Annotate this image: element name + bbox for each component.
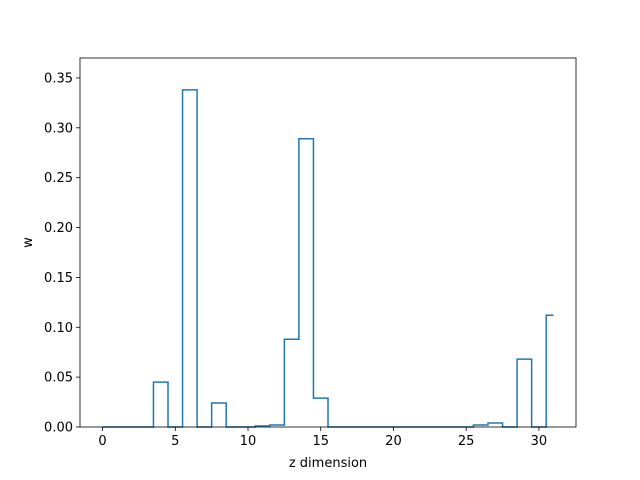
- x-tick-label: 0: [98, 434, 106, 449]
- y-tick-label: 0.10: [44, 321, 73, 336]
- x-tick-label: 5: [171, 434, 179, 449]
- y-tick-label: 0.30: [44, 121, 73, 136]
- y-tick-label: 0.20: [44, 221, 73, 236]
- x-axis-label: z dimension: [289, 456, 367, 471]
- y-tick-label: 0.15: [44, 271, 73, 286]
- y-tick-label: 0.00: [44, 421, 73, 436]
- x-tick-label: 30: [531, 434, 548, 449]
- y-tick-label: 0.35: [44, 71, 73, 86]
- y-axis-label: w: [21, 237, 36, 248]
- x-axis-ticks: 0 5 10 15 20 25 30: [98, 427, 547, 449]
- series-line: [102, 89, 554, 428]
- axes-frame: [79, 57, 577, 428]
- x-tick-label: 20: [385, 434, 402, 449]
- y-axis-ticks: 0.00 0.05 0.10 0.15 0.20 0.25 0.30 0.35: [44, 71, 80, 436]
- y-tick-label: 0.25: [44, 171, 73, 186]
- x-tick-label: 10: [240, 434, 257, 449]
- y-tick-label: 0.05: [44, 371, 73, 386]
- plot-area: [79, 57, 577, 428]
- x-tick-label: 25: [458, 434, 475, 449]
- x-tick-label: 15: [312, 434, 329, 449]
